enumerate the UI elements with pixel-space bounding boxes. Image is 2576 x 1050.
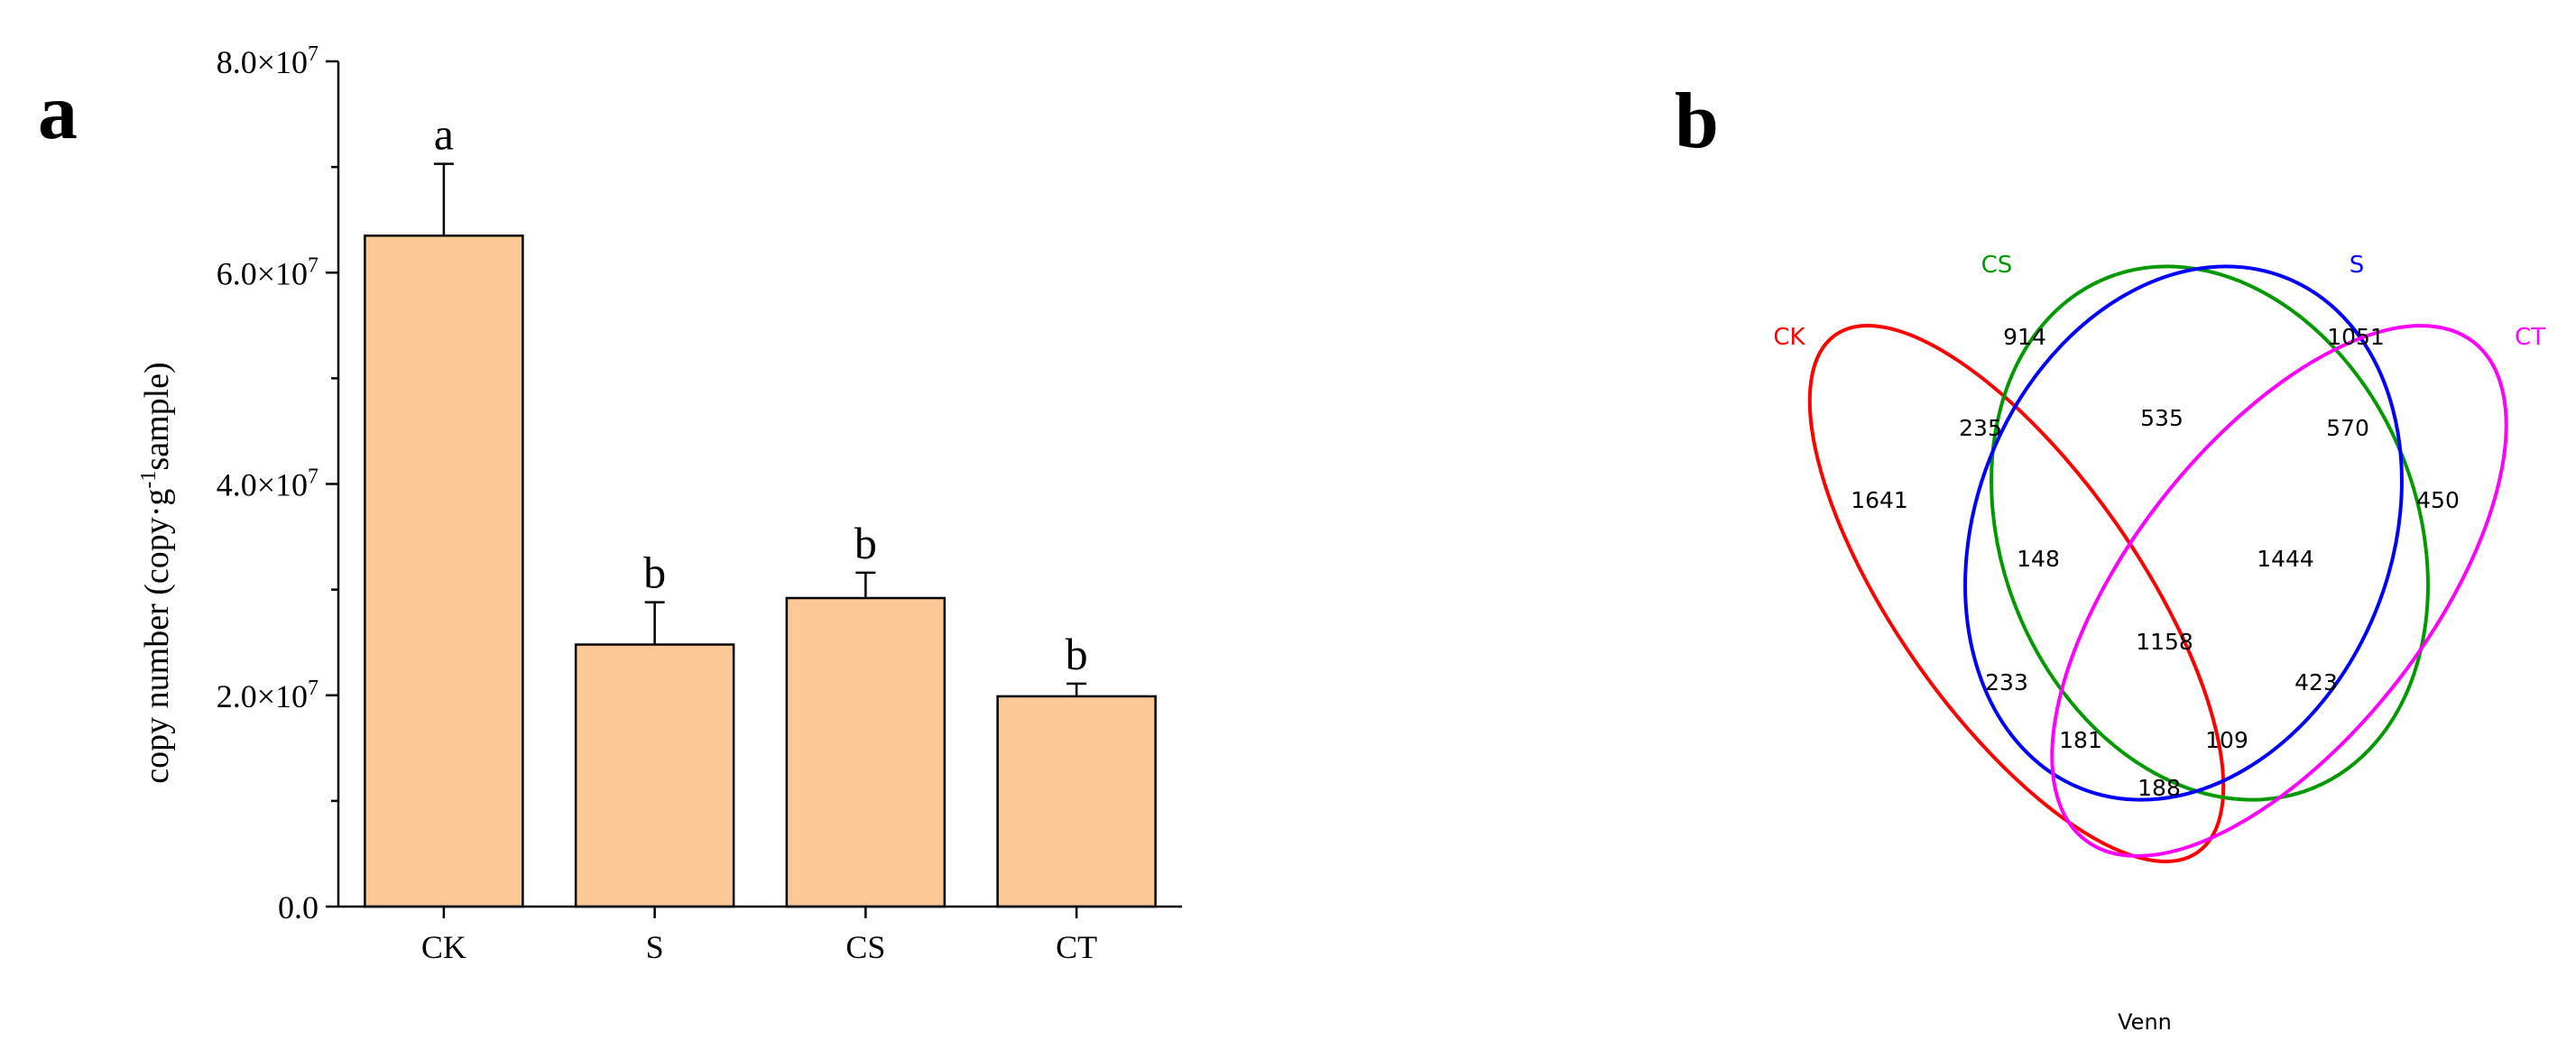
bars-layer: a b b b [364,109,1157,908]
x-tick-label-ct: CT [1056,929,1097,965]
x-axis: CK S CS CT [338,905,1182,965]
venn-set-label-ck: CK [1773,324,1805,351]
venn-set-label-s: S [2350,252,2365,279]
venn-count-ck-cs-s-ct: 1158 [2136,629,2193,655]
venn-ellipse-s [1963,264,2404,802]
bar-s [574,643,735,908]
x-tick-label-s: S [646,929,664,965]
venn-count-ck-s-ct: 181 [2059,727,2102,753]
venn-counts: 1641 914 1051 450 235 535 570 148 1444 1158 233 423… [1851,324,2460,801]
significance-letter-cs: b [854,518,877,568]
venn-count-ck-cs-s: 148 [2017,546,2060,572]
venn-count-ct: 450 [2416,487,2460,513]
venn-count-ck-s: 233 [1985,669,2028,695]
y-tick-label: 8.0×107 [217,42,319,80]
venn-count-s: 1051 [2327,324,2385,350]
venn-count-cs-ct: 423 [2294,669,2338,695]
venn-set-labels: CK CS S CT [1773,252,2545,351]
y-axis-label: copy number (copy·g-1sample) [137,362,176,783]
y-axis-label-sup: -1 [137,471,161,489]
venn-ellipse-ck [1807,324,2226,863]
venn-count-s-ct: 570 [2326,415,2369,441]
panel-a-label: a [38,69,78,156]
venn-set-label-ct: CT [2515,324,2545,351]
bar-cs [785,596,946,908]
y-axis-label-main: copy number (copy·g [138,489,176,784]
venn-count-cs-s: 535 [2140,405,2184,431]
significance-letter-s: b [643,548,666,598]
venn-panel: b CK CS S CT 1641 914 1051 450 235 535 570 148 1444… [1675,78,2545,1035]
bar-chart-panel: a copy number (copy·g-1sample) a b b b 0.0 2… [38,42,1182,965]
y-axis: 0.0 2.0×107 4.0×107 6.0×107 8.0×107 [217,42,340,926]
significance-letter-ct: b [1066,629,1088,679]
venn-count-ck-cs: 235 [1959,415,2002,441]
venn-count-cs-s-ct: 1444 [2257,546,2314,572]
bar-ck [364,235,524,908]
venn-ellipse-ct [2050,324,2508,858]
venn-count-ck-cs-ct: 109 [2205,727,2248,753]
x-tick-label-cs: CS [845,929,885,965]
venn-title: Venn [2118,1009,2172,1035]
y-axis-label-tail: sample) [138,362,176,470]
significance-letter-ck: a [434,109,454,160]
venn-ellipses [1807,264,2508,863]
venn-set-label-cs: CS [1981,252,2013,279]
bar-ct [996,695,1157,908]
y-tick-label: 6.0×107 [217,253,319,291]
x-tick-label-ck: CK [421,929,466,965]
y-tick-label: 0.0 [278,889,319,926]
y-tick-label: 4.0×107 [217,465,319,503]
venn-count-ck: 1641 [1851,487,1908,513]
venn-count-ck-ct: 188 [2137,775,2181,801]
y-tick-label: 2.0×107 [217,677,319,714]
panel-b-label: b [1675,78,1719,165]
venn-count-cs: 914 [2003,324,2046,350]
